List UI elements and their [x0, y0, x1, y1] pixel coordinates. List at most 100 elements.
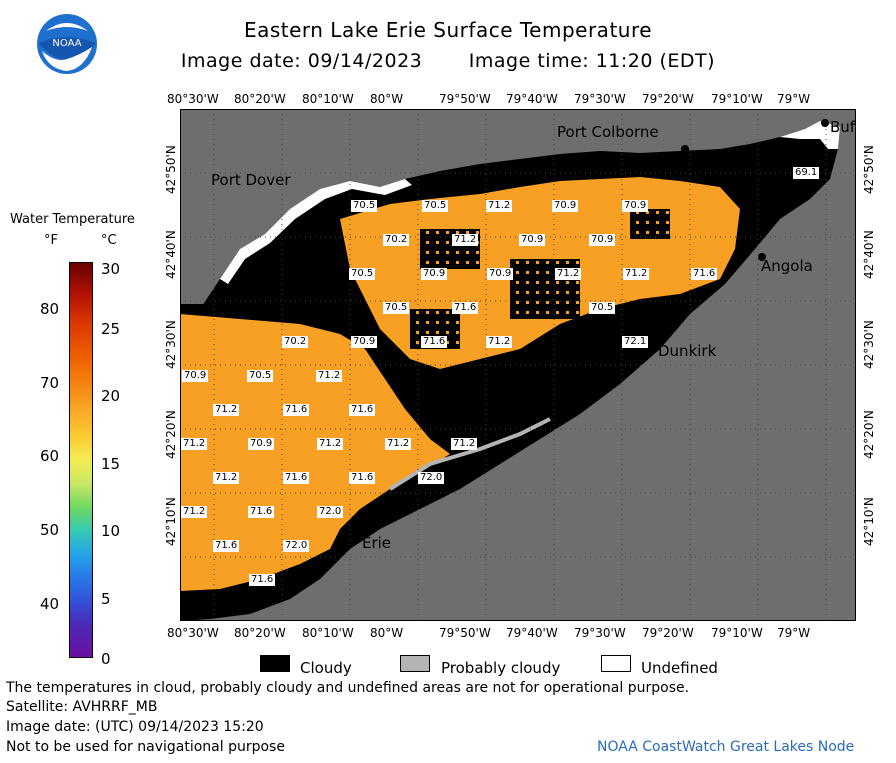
key-cloudy-label: Cloudy	[300, 659, 352, 677]
temperature-label: 71.2	[213, 472, 240, 484]
footer-utc-date: Image date: (UTC) 09/14/2023 15:20	[6, 719, 264, 735]
place-buffalo: Buf	[830, 118, 856, 136]
sst-map	[180, 109, 856, 625]
place-port-dover: Port Dover	[211, 171, 291, 189]
temperature-label: 71.6	[249, 574, 276, 586]
svg-text:NOAA: NOAA	[52, 38, 81, 49]
temperature-label: 70.5	[422, 200, 449, 212]
fahrenheit-tick: 60	[40, 447, 60, 465]
key-probably-cloudy-swatch	[400, 655, 430, 672]
key-undefined-label: Undefined	[641, 659, 718, 677]
footer-satellite: Satellite: AVHRRF_MB	[6, 699, 158, 715]
place-erie: Erie	[362, 534, 392, 552]
temperature-label: 72.0	[317, 506, 344, 518]
temperature-label: 71.2	[181, 438, 208, 450]
temperature-label: 71.2	[213, 404, 240, 416]
temperature-label: 70.9	[487, 268, 514, 280]
celsius-tick: 20	[101, 387, 121, 405]
longitude-label: 79°W	[777, 626, 811, 640]
temperature-label: 70.9	[552, 200, 579, 212]
latitude-label: 42°50'N	[862, 145, 876, 194]
longitude-label: 79°10'W	[711, 92, 763, 106]
temperature-label: 70.5	[589, 302, 616, 314]
temperature-label: 71.6	[421, 336, 448, 348]
longitude-label: 80°30'W	[167, 626, 219, 640]
longitude-label: 79°20'W	[642, 626, 694, 640]
legend-title: Water Temperature	[10, 212, 135, 227]
latitude-label: 42°30'N	[164, 320, 178, 369]
fahrenheit-tick: 70	[40, 374, 60, 392]
temperature-label: 71.2	[486, 336, 513, 348]
port-colborne-marker	[681, 145, 689, 153]
temperature-label: 72.0	[418, 472, 445, 484]
temperature-label: 72.1	[622, 336, 649, 348]
longitude-label: 79°50'W	[439, 626, 491, 640]
longitude-label: 79°30'W	[574, 626, 626, 640]
temperature-label: 71.2	[555, 268, 582, 280]
temperature-label: 71.2	[316, 370, 343, 382]
angola-marker	[758, 253, 766, 261]
longitude-label: 79°20'W	[642, 92, 694, 106]
temperature-label: 70.9	[589, 234, 616, 246]
temperature-label: 71.2	[317, 438, 344, 450]
temperature-label: 70.9	[248, 438, 275, 450]
undefined-edge-east	[780, 121, 840, 149]
longitude-label: 80°W	[370, 626, 404, 640]
longitude-label: 80°20'W	[234, 92, 286, 106]
temperature-label: 71.6	[283, 472, 310, 484]
longitude-label: 79°40'W	[506, 626, 558, 640]
latitude-label: 42°40'N	[164, 230, 178, 279]
temperature-label: 71.2	[486, 200, 513, 212]
temperature-label: 71.6	[283, 404, 310, 416]
place-port-colborne: Port Colborne	[557, 123, 659, 141]
temperature-label: 70.5	[349, 268, 376, 280]
latitude-label: 42°40'N	[862, 230, 876, 279]
erie-marker	[351, 527, 359, 535]
fahrenheit-tick: 80	[40, 300, 60, 318]
temperature-label: 71.2	[385, 438, 412, 450]
temperature-label: 71.6	[452, 302, 479, 314]
temperature-label: 70.2	[282, 336, 309, 348]
temperature-label: 71.6	[248, 506, 275, 518]
temperature-label: 70.5	[351, 200, 378, 212]
latitude-label: 42°20'N	[862, 410, 876, 459]
fahrenheit-tick: 40	[40, 595, 60, 613]
latitude-label: 42°30'N	[862, 320, 876, 369]
temperature-label: 70.5	[247, 370, 274, 382]
key-probably-cloudy-label: Probably cloudy	[441, 659, 561, 677]
celsius-tick: 0	[101, 650, 111, 668]
temperature-label: 70.2	[383, 234, 410, 246]
buffalo-marker	[821, 119, 829, 127]
color-scale-bar	[69, 262, 93, 658]
place-angola: Angola	[761, 257, 813, 275]
temperature-label: 71.6	[213, 540, 240, 552]
key-cloudy-swatch	[260, 655, 290, 672]
temperature-label: 72.0	[283, 540, 310, 552]
footer-nav-warning: Not to be used for navigational purpose	[6, 739, 285, 755]
temperature-label: 71.2	[181, 506, 208, 518]
unit-fahrenheit: °F	[44, 233, 58, 248]
temperature-label: 69.1	[793, 167, 820, 179]
latitude-label: 42°50'N	[164, 145, 178, 194]
map-frame	[180, 109, 856, 621]
celsius-tick: 15	[101, 455, 121, 473]
latitude-label: 42°20'N	[164, 410, 178, 459]
noaa-logo: NOAA	[36, 13, 98, 75]
temperature-label: 70.9	[351, 336, 378, 348]
longitude-label: 79°W	[777, 92, 811, 106]
longitude-label: 80°20'W	[234, 626, 286, 640]
image-datetime: Image date: 09/14/2023 Image time: 11:20…	[0, 50, 896, 72]
temperature-label: 70.5	[383, 302, 410, 314]
fahrenheit-tick: 50	[40, 521, 60, 539]
undefined-edge	[220, 179, 412, 284]
longitude-label: 79°40'W	[506, 92, 558, 106]
warm-water-west	[180, 314, 450, 591]
temperature-label: 71.6	[349, 472, 376, 484]
unit-celsius: °C	[101, 233, 117, 248]
longitude-label: 80°30'W	[167, 92, 219, 106]
map-title: Eastern Lake Erie Surface Temperature	[243, 18, 653, 42]
longitude-label: 79°30'W	[574, 92, 626, 106]
footer-credit: NOAA CoastWatch Great Lakes Node	[597, 739, 855, 755]
temperature-label: 70.9	[519, 234, 546, 246]
place-dunkirk: Dunkirk	[658, 342, 717, 360]
